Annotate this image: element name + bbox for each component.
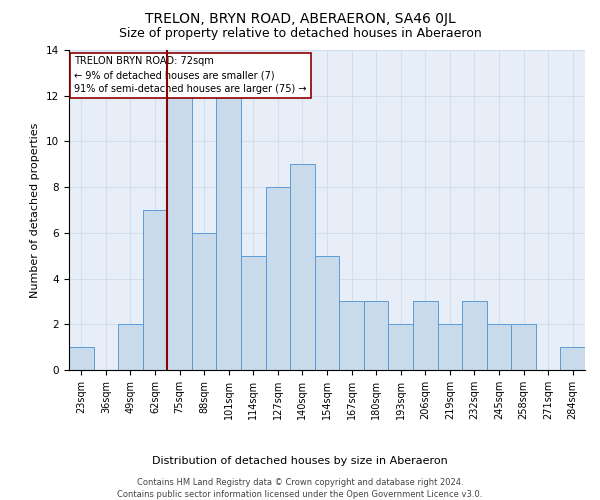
Bar	[413, 302, 437, 370]
Text: TRELON BRYN ROAD: 72sqm
← 9% of detached houses are smaller (7)
91% of semi-deta: TRELON BRYN ROAD: 72sqm ← 9% of detached…	[74, 56, 307, 94]
Bar	[437, 324, 462, 370]
Bar	[143, 210, 167, 370]
Bar	[192, 233, 217, 370]
Bar	[266, 187, 290, 370]
Bar	[364, 302, 388, 370]
Bar	[69, 347, 94, 370]
Bar	[241, 256, 266, 370]
Bar	[388, 324, 413, 370]
Bar	[315, 256, 339, 370]
Bar	[560, 347, 585, 370]
Bar	[217, 96, 241, 370]
Y-axis label: Number of detached properties: Number of detached properties	[31, 122, 40, 298]
Bar	[118, 324, 143, 370]
Bar	[290, 164, 315, 370]
Bar	[511, 324, 536, 370]
Text: Contains HM Land Registry data © Crown copyright and database right 2024.
Contai: Contains HM Land Registry data © Crown c…	[118, 478, 482, 499]
Bar	[487, 324, 511, 370]
Text: Distribution of detached houses by size in Aberaeron: Distribution of detached houses by size …	[152, 456, 448, 466]
Bar	[462, 302, 487, 370]
Text: Size of property relative to detached houses in Aberaeron: Size of property relative to detached ho…	[119, 28, 481, 40]
Bar	[339, 302, 364, 370]
Bar	[167, 96, 192, 370]
Text: TRELON, BRYN ROAD, ABERAERON, SA46 0JL: TRELON, BRYN ROAD, ABERAERON, SA46 0JL	[145, 12, 455, 26]
